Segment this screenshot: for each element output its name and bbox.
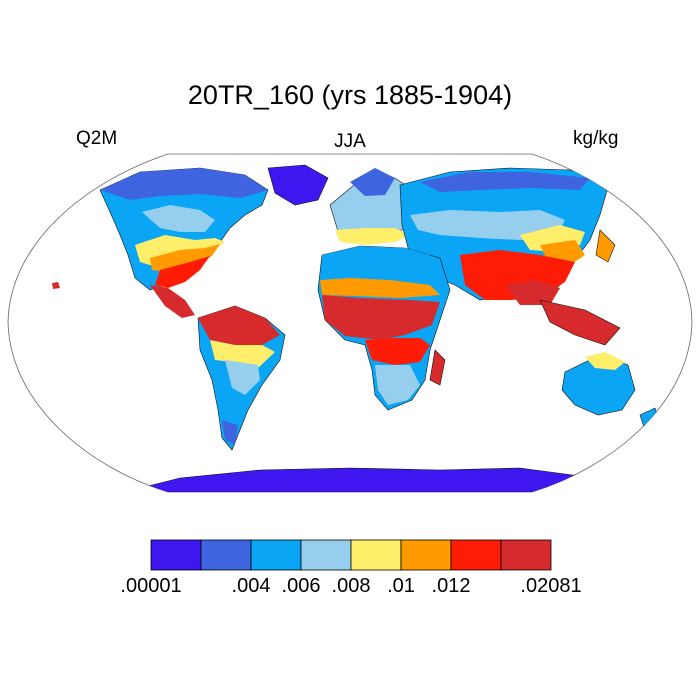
colorbar-box: [150, 539, 202, 571]
colorbar-label: .02081: [520, 575, 581, 597]
australia: [561, 352, 661, 431]
colorbar-label: .012: [432, 575, 471, 597]
colorbar-label: .008: [332, 575, 371, 597]
season-label: JJA: [334, 131, 366, 152]
colorbar-label: .004: [232, 575, 271, 597]
colorbar-box: [400, 539, 452, 571]
colorbar-label: .00001: [120, 575, 181, 597]
land-layer: [52, 164, 661, 492]
colorbar-box: [300, 539, 352, 571]
colorbar-box: [250, 539, 302, 571]
colorbar-box: [500, 539, 552, 571]
units-label: kg/kg: [573, 128, 619, 149]
variable-label: Q2M: [76, 128, 118, 149]
europe: [329, 168, 421, 245]
asia: [399, 167, 621, 346]
colorbar-boxes: [150, 539, 552, 571]
island: [52, 282, 60, 289]
map-title: 20TR_160 (yrs 1885-1904): [187, 80, 513, 110]
south-america: [197, 305, 286, 451]
colorbar-labels: .00001 .004 .006 .008 .01 .012 .02081: [120, 575, 581, 597]
colorbar-label: .006: [282, 575, 321, 597]
africa: [317, 245, 451, 411]
colorbar-box: [450, 539, 502, 571]
colorbar-box: [350, 539, 402, 571]
north-america: [99, 164, 329, 318]
colorbar-label: .01: [387, 575, 415, 597]
colorbar-box: [200, 539, 252, 571]
